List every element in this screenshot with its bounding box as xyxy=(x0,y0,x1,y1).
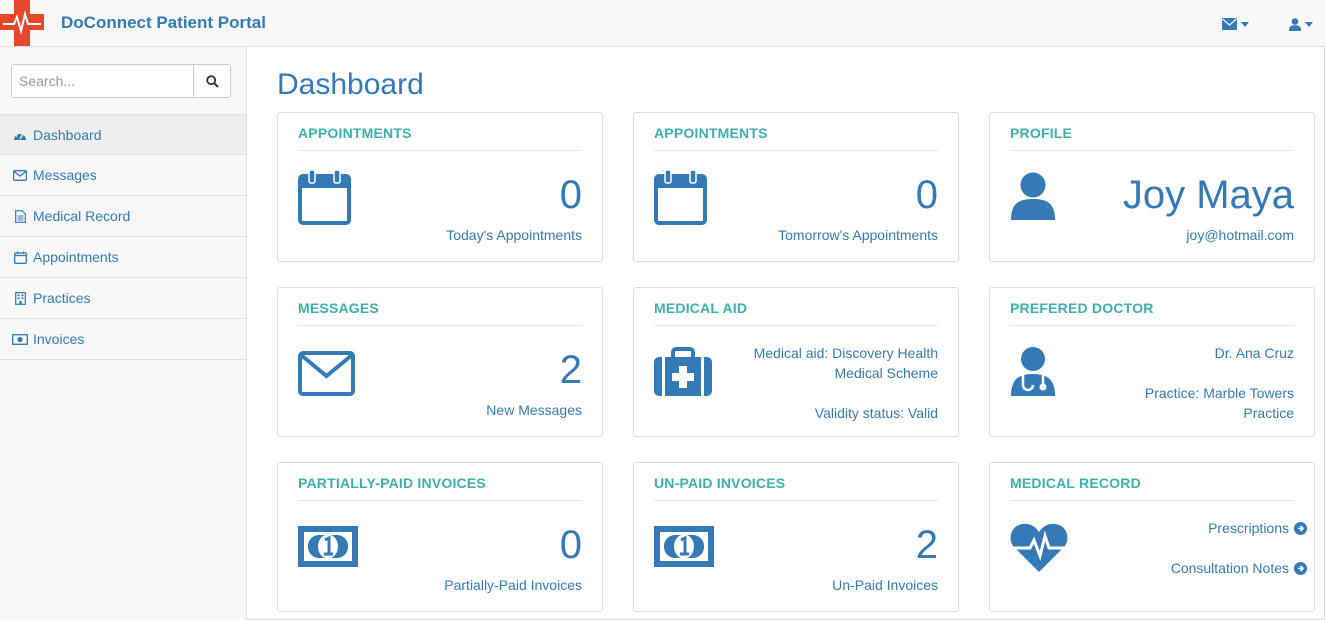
dashboard-icon xyxy=(12,128,28,142)
sidebar: Dashboard Messages Medical Record Appoin… xyxy=(0,47,247,620)
medical-aid-scheme: Medical Scheme xyxy=(834,365,939,381)
messages-label: New Messages xyxy=(486,402,582,418)
sidebar-item-label: Appointments xyxy=(33,249,119,265)
caret-down-icon xyxy=(1241,21,1249,27)
envelope-icon xyxy=(1222,18,1237,30)
medical-aid-name: Medical aid: Discovery Health xyxy=(753,345,938,361)
unpaid-count: 2 xyxy=(915,523,938,567)
heartbeat-icon xyxy=(1010,522,1068,577)
user-dropdown[interactable] xyxy=(1289,14,1313,34)
money-bill-icon xyxy=(298,526,358,572)
page-title: Dashboard xyxy=(277,68,424,101)
prescriptions-link[interactable]: Prescriptions xyxy=(1208,520,1307,536)
app-brand[interactable]: DoConnect Patient Portal xyxy=(61,13,266,32)
tomorrow-label: Tomorrow's Appointments xyxy=(778,227,938,243)
search-button[interactable] xyxy=(193,64,231,98)
building-icon xyxy=(12,291,28,305)
prescriptions-label: Prescriptions xyxy=(1208,520,1289,536)
sidebar-item-label: Practices xyxy=(33,290,91,306)
money-bill-icon xyxy=(654,526,714,572)
consultation-notes-link[interactable]: Consultation Notes xyxy=(1171,560,1307,576)
sidebar-item-invoices[interactable]: Invoices xyxy=(0,319,246,360)
card-heading: PROFILE xyxy=(1010,125,1294,151)
messages-dropdown[interactable] xyxy=(1222,14,1249,34)
money-icon xyxy=(12,332,28,346)
messages-count: 2 xyxy=(559,348,582,392)
consultation-notes-label: Consultation Notes xyxy=(1170,560,1289,576)
search-input[interactable] xyxy=(11,64,193,98)
arrow-circle-right-icon xyxy=(1294,561,1307,575)
search-group xyxy=(11,64,231,98)
caret-down-icon xyxy=(1305,21,1313,27)
medical-aid-card[interactable]: MEDICAL AID Medical aid: Discovery Healt… xyxy=(633,287,959,437)
sidebar-item-medical-record[interactable]: Medical Record xyxy=(0,196,246,237)
partially-paid-invoices-card[interactable]: PARTIALLY-PAID INVOICES 0 Partially-Paid… xyxy=(277,462,603,612)
medical-record-card[interactable]: MEDICAL RECORD Prescriptions Consultatio… xyxy=(989,462,1315,612)
doctor-practice: Practice: Marble Towers xyxy=(1144,385,1294,401)
doctor-name: Dr. Ana Cruz xyxy=(1214,345,1294,361)
medical-aid-validity: Validity status: Valid xyxy=(814,405,938,421)
medkit-icon xyxy=(654,347,712,401)
today-label: Today's Appointments xyxy=(446,227,582,243)
card-heading: MESSAGES xyxy=(298,300,582,326)
card-heading: PARTIALLY-PAID INVOICES xyxy=(298,475,582,501)
card-heading: MEDICAL AID xyxy=(654,300,938,326)
file-icon xyxy=(12,209,28,223)
tomorrow-appointments-card[interactable]: APPOINTMENTS 0 Tomorrow's Appointments xyxy=(633,112,959,262)
calendar-icon xyxy=(298,169,351,230)
calendar-icon xyxy=(12,250,28,264)
sidebar-item-label: Dashboard xyxy=(33,126,102,143)
envelope-icon xyxy=(12,168,28,182)
today-appointments-card[interactable]: APPOINTMENTS 0 Today's Appointments xyxy=(277,112,603,262)
sidebar-item-label: Messages xyxy=(33,167,97,183)
profile-name: Joy Maya xyxy=(1122,173,1294,217)
search-icon xyxy=(205,74,219,88)
card-heading: APPOINTMENTS xyxy=(654,125,938,151)
calendar-icon xyxy=(654,169,707,230)
today-count: 0 xyxy=(559,173,582,217)
profile-card[interactable]: PROFILE Joy Maya joy@hotmail.com xyxy=(989,112,1315,262)
sidebar-menu: Dashboard Messages Medical Record Appoin… xyxy=(0,114,246,360)
unpaid-invoices-card[interactable]: UN-PAID INVOICES 2 Un-Paid Invoices xyxy=(633,462,959,612)
unpaid-label: Un-Paid Invoices xyxy=(832,577,938,593)
partial-count: 0 xyxy=(559,523,582,567)
tomorrow-count: 0 xyxy=(915,173,938,217)
partial-label: Partially-Paid Invoices xyxy=(444,577,582,593)
sidebar-item-label: Medical Record xyxy=(33,208,131,224)
messages-card[interactable]: MESSAGES 2 New Messages xyxy=(277,287,603,437)
card-heading: PREFERED DOCTOR xyxy=(1010,300,1294,326)
sidebar-item-dashboard[interactable]: Dashboard xyxy=(0,114,246,155)
logo-cross-icon[interactable] xyxy=(0,0,44,46)
card-heading: MEDICAL RECORD xyxy=(1010,475,1294,501)
sidebar-item-label: Invoices xyxy=(33,331,85,347)
sidebar-item-messages[interactable]: Messages xyxy=(0,155,246,196)
doctor-icon xyxy=(1010,347,1056,401)
arrow-circle-right-icon xyxy=(1294,521,1307,535)
card-heading: APPOINTMENTS xyxy=(298,125,582,151)
user-icon xyxy=(1289,17,1301,31)
sidebar-item-appointments[interactable]: Appointments xyxy=(0,237,246,278)
top-navbar: DoConnect Patient Portal xyxy=(0,0,1325,47)
profile-email: joy@hotmail.com xyxy=(1186,227,1294,243)
prefered-doctor-card[interactable]: PREFERED DOCTOR Dr. Ana Cruz Practice: M… xyxy=(989,287,1315,437)
card-heading: UN-PAID INVOICES xyxy=(654,475,938,501)
doctor-practice-cont: Practice xyxy=(1243,405,1294,421)
sidebar-item-practices[interactable]: Practices xyxy=(0,278,246,319)
user-icon xyxy=(1010,172,1056,225)
envelope-icon xyxy=(298,351,355,401)
